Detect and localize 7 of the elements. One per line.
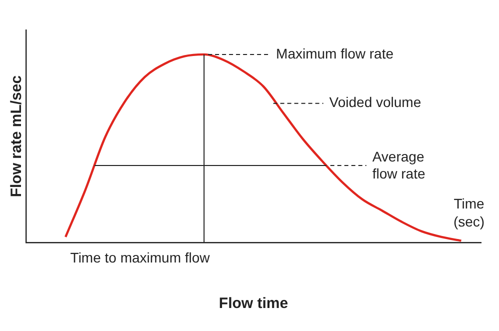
annotation: Voided volume — [329, 94, 422, 110]
y-axis-title: Flow rate mL/sec — [8, 75, 26, 198]
annotation: Time (sec) — [453, 195, 485, 230]
text: Time to maximum flow — [70, 249, 211, 266]
ref-line-label: Average flow rate — [372, 148, 426, 182]
annotation: Maximum flow rate — [276, 45, 394, 62]
x-axis-title: Flow time — [218, 295, 288, 312]
